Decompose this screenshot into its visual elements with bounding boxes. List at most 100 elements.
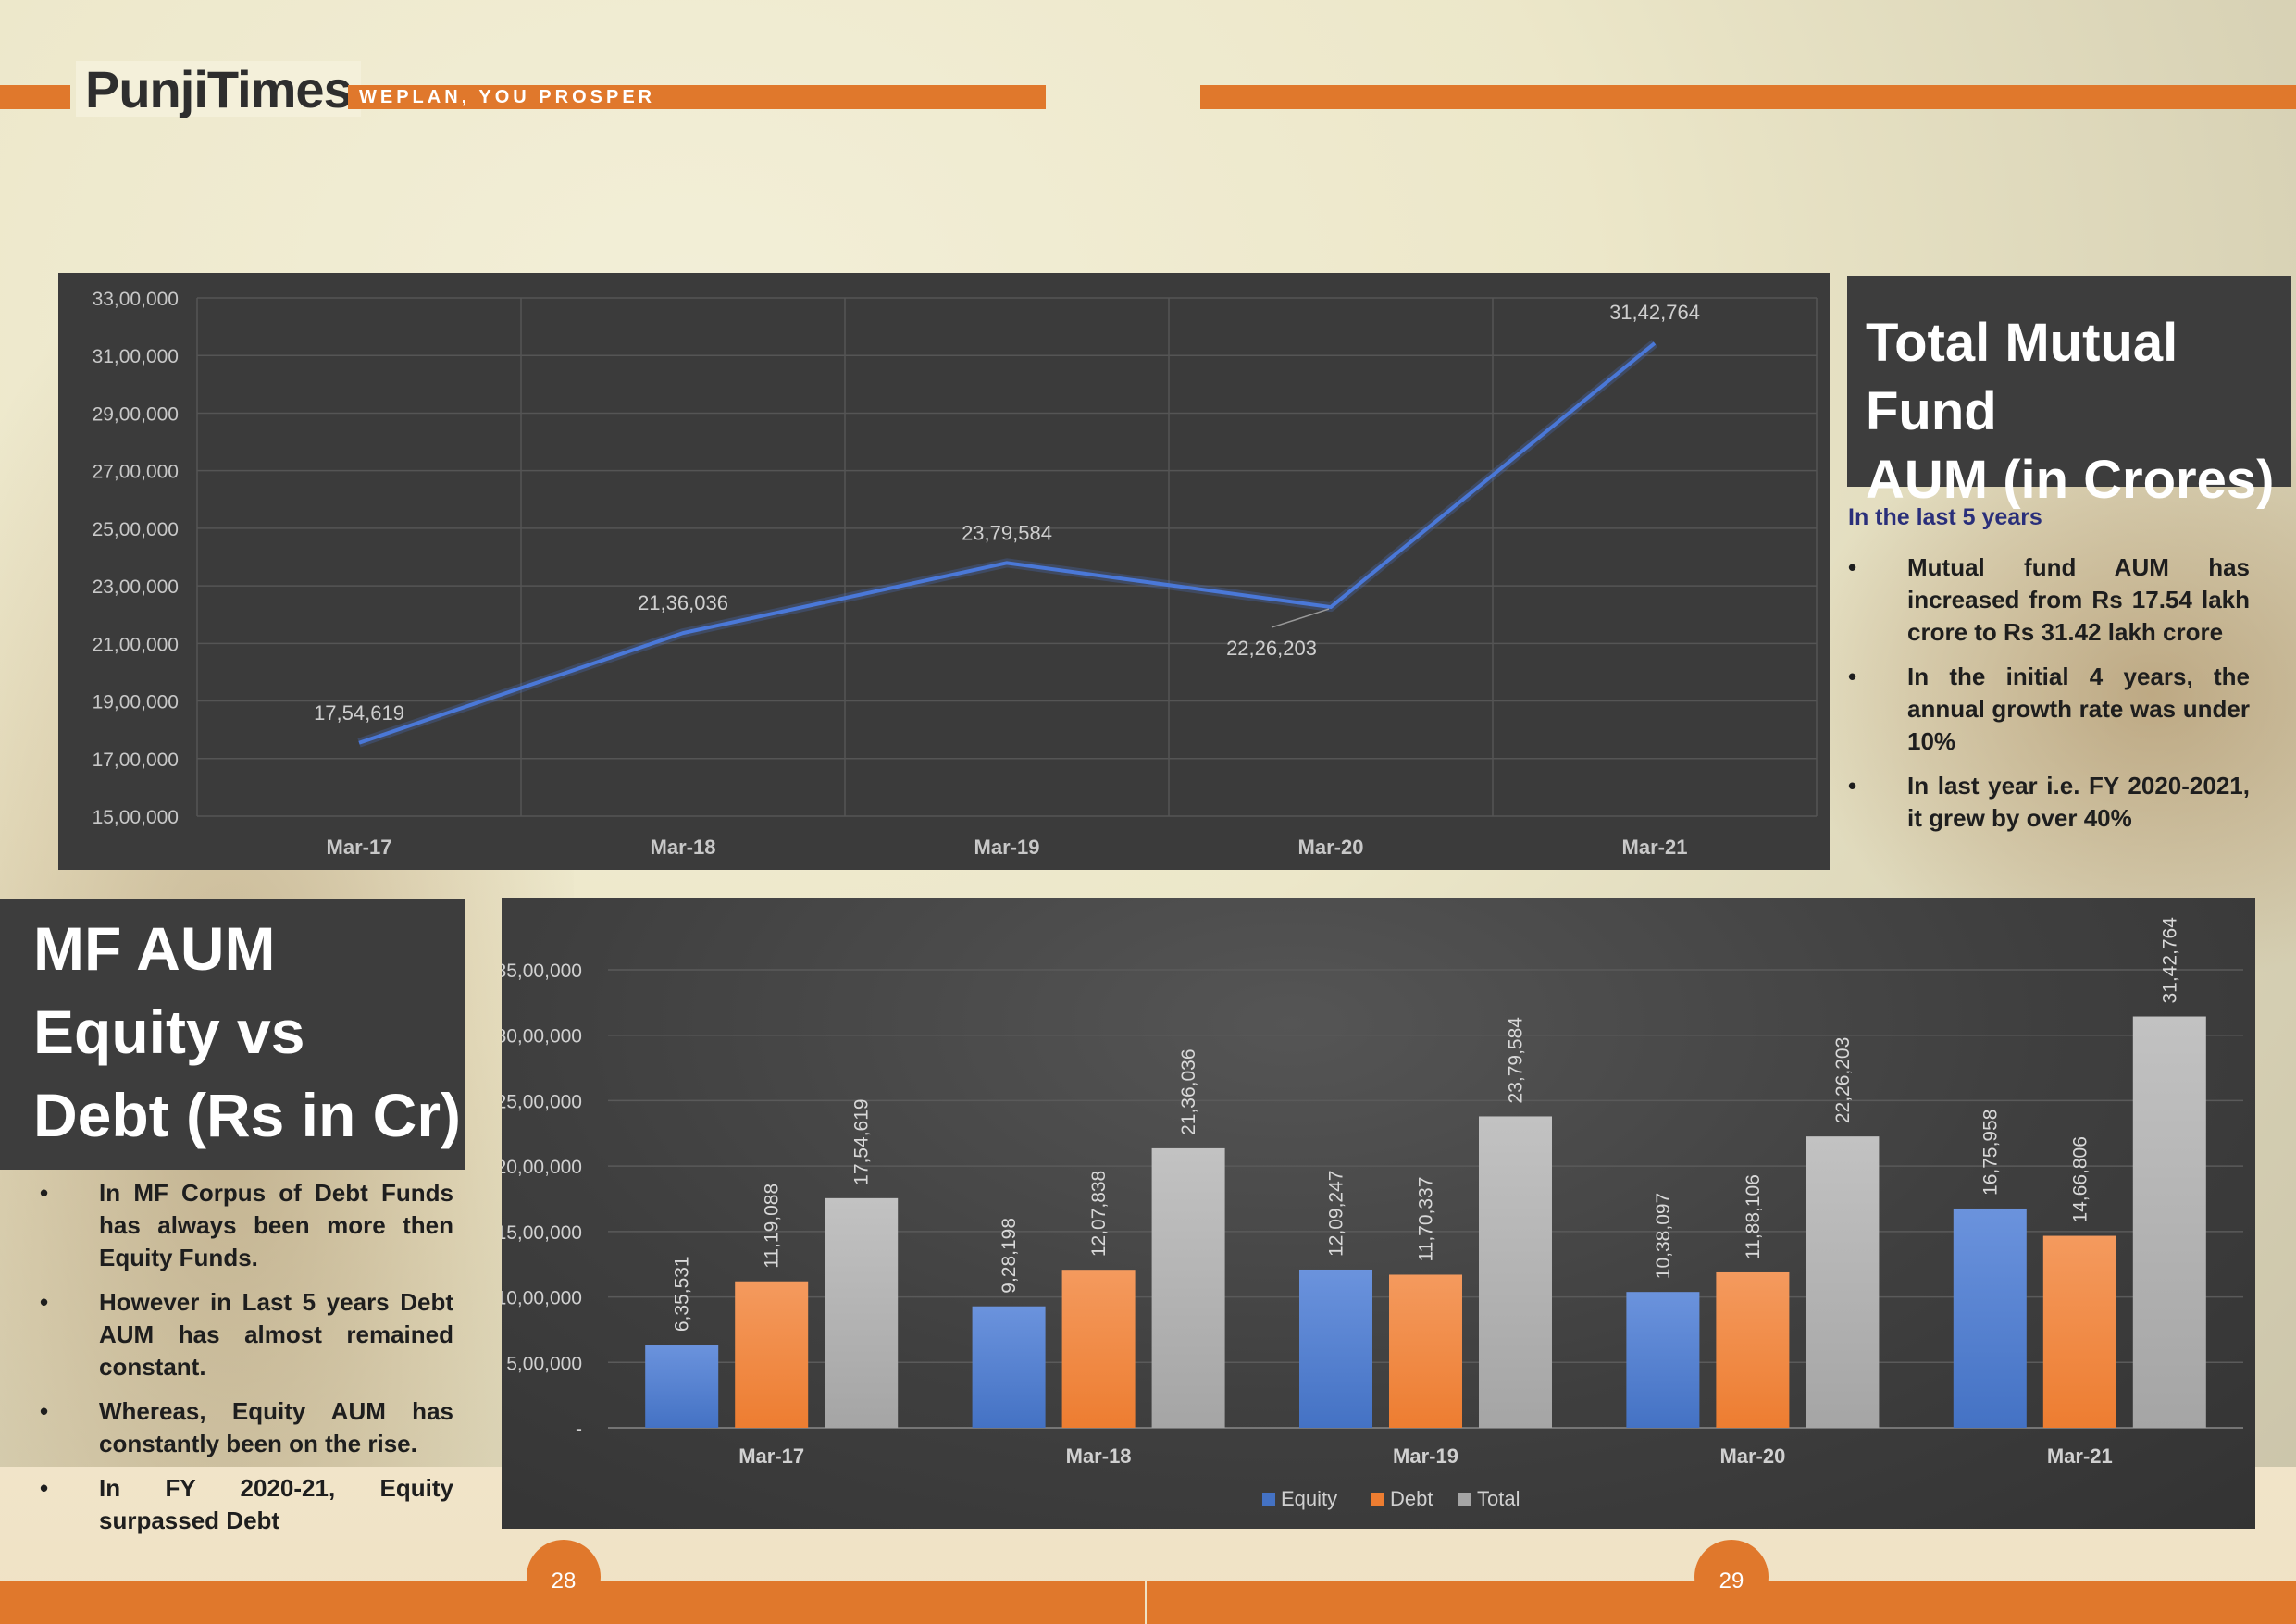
bar-debt	[2042, 1235, 2116, 1428]
bullet-dot: •	[1848, 663, 1857, 690]
legend-label: Debt	[1390, 1487, 1433, 1510]
y-tick-label: 33,00,000	[93, 289, 179, 310]
data-label: 22,26,203	[1226, 637, 1317, 660]
bar-data-label: 9,28,198	[999, 1218, 1020, 1294]
bar-data-label: 22,26,203	[1832, 1037, 1854, 1123]
bar-data-label: 10,38,097	[1653, 1193, 1674, 1279]
bullet-dot: •	[1848, 772, 1857, 800]
bar-data-label: 17,54,619	[851, 1098, 873, 1184]
left-bullet: • In FY 2020-21, Equity surpassed Debt	[40, 1474, 453, 1534]
y-tick-label: 15,00,000	[93, 807, 179, 828]
legend-label: Total	[1477, 1487, 1520, 1510]
bar-debt	[1389, 1274, 1462, 1428]
y-tick-label: 31,00,000	[93, 346, 179, 367]
legend-label: Equity	[1281, 1487, 1337, 1510]
bar-data-label: 12,09,247	[1326, 1171, 1347, 1257]
left-bullet-list: • In MF Corpus of Debt Funds has always b…	[40, 1177, 453, 1549]
y-tick-label: 25,00,000	[502, 1091, 582, 1112]
bar-data-label: 6,35,531	[672, 1256, 693, 1332]
bar-data-label: 11,88,106	[1743, 1174, 1764, 1259]
bar-equity	[972, 1306, 1046, 1428]
x-tick-label: Mar-19	[974, 836, 1040, 859]
bar-total	[2132, 1016, 2206, 1428]
right-title-line-1: Total Mutual Fund	[1866, 313, 2178, 441]
bar-data-label: 16,75,958	[1980, 1110, 2001, 1196]
y-tick-label: 29,00,000	[93, 403, 179, 425]
x-tick-label: Mar-21	[1622, 836, 1688, 859]
bar-debt	[1061, 1270, 1136, 1428]
header-bar-left	[0, 85, 70, 109]
brand-name: PunjiTimes	[85, 59, 353, 118]
bar-total	[1806, 1136, 1880, 1428]
equity-debt-bar-chart: - 5,00,000 10,00,000 15,00,000 20,00,000 25,0…	[502, 917, 2243, 1510]
background-coins-right	[1815, 416, 2296, 972]
right-bullet: • In last year i.e. FY 2020-2021, it grew…	[1848, 772, 2250, 832]
y-tick-label: 25,00,000	[93, 519, 179, 540]
x-tick-label: Mar-18	[651, 836, 716, 859]
total-aum-line-chart: 15,00,000 17,00,000 19,00,000 21,00,000 23,0…	[93, 289, 1818, 859]
bar-data-label: 31,42,764	[2159, 917, 2180, 1004]
left-bullet: • In MF Corpus of Debt Funds has always b…	[40, 1179, 453, 1271]
bullet-dot: •	[40, 1474, 49, 1502]
y-tick-label: 5,00,000	[506, 1353, 582, 1374]
bar-equity	[645, 1345, 719, 1428]
y-tick-label: 15,00,000	[502, 1222, 582, 1244]
right-bullet-list: • Mutual fund AUM has increased from Rs 1…	[1848, 552, 2250, 847]
data-label-leader	[1271, 608, 1330, 628]
bar-total	[825, 1197, 899, 1428]
x-tick-label: Mar-20	[1298, 836, 1364, 859]
line-chart-panel: 15,00,000 17,00,000 19,00,000 21,00,000 23,0…	[58, 273, 1830, 870]
bar-debt	[1716, 1271, 1790, 1428]
bar-total	[1151, 1147, 1225, 1428]
bullet-dot: •	[1848, 553, 1857, 581]
x-tick-label: Mar-17	[738, 1444, 804, 1468]
bar-chart-panel: - 5,00,000 10,00,000 15,00,000 20,00,000 25,0…	[502, 898, 2255, 1529]
bullet-dot: •	[40, 1397, 49, 1425]
bullet-dot: •	[40, 1179, 49, 1207]
bar-data-label: 12,07,838	[1088, 1171, 1110, 1257]
bar-data-label: 11,70,337	[1416, 1177, 1437, 1262]
y-tick-label: 10,00,000	[502, 1288, 582, 1309]
left-bullet: • However in Last 5 years Debt AUM has al…	[40, 1288, 453, 1381]
y-tick-label: 19,00,000	[93, 692, 179, 713]
page-number-right: 29	[1694, 1540, 1769, 1614]
left-title-box: MF AUM Equity vs Debt (Rs in Cr)	[0, 899, 465, 1170]
y-tick-label: 20,00,000	[502, 1157, 582, 1178]
x-tick-label: Mar-20	[1719, 1444, 1785, 1468]
bar-data-label: 14,66,806	[2069, 1136, 2091, 1222]
x-tick-label: Mar-21	[2047, 1444, 2113, 1468]
bar-equity	[1299, 1269, 1372, 1428]
data-label: 21,36,036	[638, 591, 728, 614]
x-tick-label: Mar-17	[327, 836, 392, 859]
y-tick-label: 23,00,000	[93, 576, 179, 598]
bar-total	[1479, 1116, 1552, 1428]
y-tick-label: -	[576, 1419, 582, 1440]
right-title-box: Total Mutual Fund AUM (in Crores)	[1847, 276, 2291, 510]
brand-logo: PunjiTimes	[76, 59, 361, 118]
left-title-line-3: Debt (Rs in Cr)	[33, 1081, 461, 1149]
y-tick-label: 35,00,000	[502, 961, 582, 982]
page-number-left: 28	[527, 1540, 601, 1614]
y-tick-label: 17,00,000	[93, 750, 179, 771]
left-title-line-2: Equity vs	[33, 998, 305, 1066]
series-line	[358, 341, 1657, 745]
bar-data-label: 21,36,036	[1178, 1048, 1199, 1134]
bar-equity	[1626, 1292, 1700, 1428]
left-title-line-1: MF AUM	[33, 914, 276, 983]
right-bullet: • Mutual fund AUM has increased from Rs 1…	[1848, 553, 2250, 646]
right-title-line-2: AUM (in Crores)	[1866, 450, 2275, 510]
legend-swatch-total	[1458, 1493, 1471, 1506]
data-label: 17,54,619	[314, 701, 404, 725]
bar-data-label: 11,19,088	[762, 1184, 783, 1269]
legend-swatch-debt	[1371, 1493, 1384, 1506]
data-label: 23,79,584	[962, 521, 1052, 544]
brand-tagline: WEPLAN, YOU PROSPER	[348, 85, 1046, 109]
right-bullet: • In the initial 4 years, the annual grow…	[1848, 663, 2250, 755]
bar-data-label: 23,79,584	[1506, 1017, 1527, 1104]
bar-debt	[735, 1281, 809, 1428]
y-tick-label: 27,00,000	[93, 462, 179, 483]
header-bar-right	[1200, 85, 2296, 109]
right-subheading: In the last 5 years	[1848, 504, 2042, 530]
left-bullet: • Whereas, Equity AUM has constantly been…	[40, 1397, 453, 1457]
y-tick-label: 30,00,000	[502, 1026, 582, 1048]
